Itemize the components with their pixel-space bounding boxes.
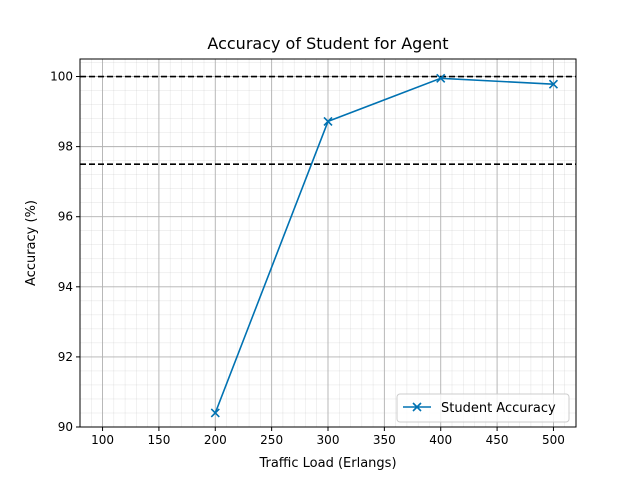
series-layer bbox=[210, 73, 559, 418]
x-tick-label: 450 bbox=[486, 433, 509, 447]
x-tick-label: 500 bbox=[542, 433, 565, 447]
legend: Student Accuracy bbox=[396, 393, 570, 423]
x-axis-ticks: 100 150 200 250 300 350 400 450 500 bbox=[91, 427, 565, 447]
legend-entry-student-accuracy: Student Accuracy bbox=[441, 401, 556, 416]
y-tick-label: 94 bbox=[58, 280, 73, 294]
y-tick-label: 90 bbox=[58, 420, 73, 434]
x-tick-label: 150 bbox=[147, 433, 170, 447]
y-tick-label: 92 bbox=[58, 350, 73, 364]
x-tick-label: 250 bbox=[260, 433, 283, 447]
x-tick-label: 100 bbox=[91, 433, 114, 447]
x-axis-label: Traffic Load (Erlangs) bbox=[258, 456, 396, 471]
x-tick-label: 200 bbox=[204, 433, 227, 447]
legend-box bbox=[396, 393, 570, 423]
x-tick-label: 350 bbox=[373, 433, 396, 447]
y-axis-label: Accuracy (%) bbox=[24, 200, 39, 286]
y-axis-ticks: 90 92 94 96 98 100 bbox=[50, 70, 80, 434]
y-tick-label: 96 bbox=[58, 210, 73, 224]
data-point-marker bbox=[323, 116, 333, 126]
data-point-marker bbox=[548, 79, 559, 89]
legend-marker-sample bbox=[412, 402, 422, 412]
reference-lines bbox=[80, 75, 576, 165]
y-tick-label: 100 bbox=[50, 70, 73, 84]
x-tick-label: 400 bbox=[429, 433, 452, 447]
data-point-marker bbox=[436, 73, 446, 83]
x-tick-label: 300 bbox=[317, 433, 340, 447]
series-line bbox=[214, 77, 554, 414]
chart-title: Accuracy of Student for Agent bbox=[207, 34, 448, 53]
y-tick-label: 98 bbox=[58, 140, 73, 154]
data-point-marker bbox=[210, 408, 220, 418]
